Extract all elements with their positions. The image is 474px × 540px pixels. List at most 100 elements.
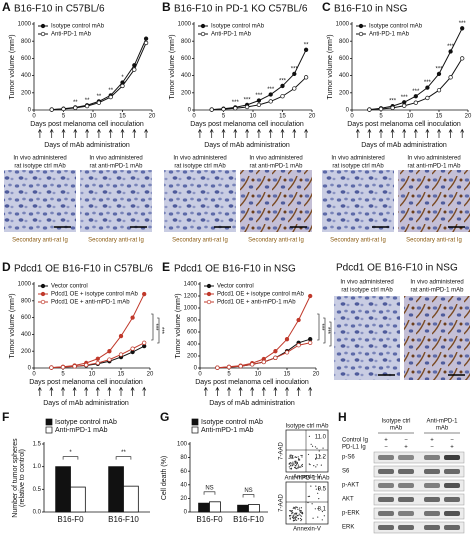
data-point — [303, 47, 309, 52]
panel-letter: D — [2, 260, 11, 274]
blot-band — [444, 497, 460, 502]
blot-band — [398, 497, 414, 502]
dosing-arrow — [132, 128, 137, 138]
significance: *** — [232, 100, 240, 106]
data-point — [448, 75, 453, 80]
y-tick-label: 100 — [177, 442, 188, 448]
significance: * — [69, 450, 72, 456]
flow-dot — [293, 506, 295, 508]
y-tick-label: 0 — [194, 366, 198, 372]
micrograph — [334, 296, 400, 380]
bar — [237, 504, 249, 513]
blot-band — [424, 525, 440, 530]
significance: NS — [244, 488, 252, 494]
flow-dot — [291, 464, 293, 466]
dosing-arrow — [448, 128, 453, 138]
y-tick-label: 80 — [180, 455, 187, 461]
flow-dot — [289, 463, 291, 465]
legend-label: Isotype control mAb — [201, 419, 263, 426]
image-label: rat isotype ctrl mAb — [341, 288, 393, 294]
data-point — [303, 75, 309, 80]
significance: *** — [447, 44, 455, 50]
y-tick-label: 600 — [187, 330, 198, 336]
dosing-arrow — [367, 128, 372, 138]
blot-band — [444, 483, 460, 488]
flow-dot — [315, 457, 318, 459]
y-axis-label: Cell death (%) — [161, 456, 168, 500]
significance: ** — [304, 42, 309, 48]
y-axis-label: Tumor volume (mm³) — [9, 34, 16, 99]
y-tick-label: 200 — [181, 90, 192, 96]
significance: *** — [255, 93, 263, 99]
y-tick-label: 400 — [21, 73, 32, 79]
legend-label: Isotype control mAb — [211, 24, 265, 30]
dosing-arrow — [197, 128, 202, 138]
data-point — [61, 106, 66, 112]
flow-dot — [315, 466, 317, 468]
image-caption: Secondary anti-rat Ig — [406, 238, 462, 244]
x-tick-label: B16-F0 — [57, 515, 84, 524]
y-tick-label: 200 — [21, 349, 32, 355]
y-tick-label: 200 — [21, 90, 32, 96]
dosing-arrow — [107, 386, 112, 396]
data-point — [108, 94, 113, 100]
blot-band — [398, 455, 414, 460]
flow-title: Anti-mPD-1 mAb — [284, 476, 330, 482]
y-tick-label: 1000 — [18, 22, 32, 28]
data-point — [84, 103, 90, 109]
blot-strip — [373, 451, 465, 464]
legend-swatch — [191, 426, 199, 434]
legend-swatch — [45, 426, 53, 434]
flow-dot — [317, 507, 319, 510]
treatment-sign: + — [404, 445, 408, 451]
dosing-arrow — [256, 128, 261, 138]
dosing-label: Days of mAb administration — [361, 142, 447, 149]
y-tick-label: 600 — [21, 56, 32, 62]
y-axis-label: (relative to control) — [19, 449, 26, 507]
y-tick-label: 1.5 — [33, 442, 42, 448]
x-tick-label: 0 — [192, 114, 196, 120]
data-point — [250, 362, 255, 367]
data-point — [107, 349, 112, 354]
flow-dot — [292, 463, 295, 465]
dosing-arrow — [304, 128, 309, 138]
data-point — [256, 102, 262, 107]
flow-dot — [291, 462, 293, 465]
blot-strip — [373, 493, 465, 506]
dosing-arrow — [142, 386, 147, 396]
data-point — [436, 88, 442, 93]
bracket-label: *** — [324, 327, 330, 335]
panel-letter: E — [162, 260, 170, 274]
dosing-label: Days of mAb administration — [44, 142, 130, 149]
x-tick-label: 10 — [250, 114, 257, 120]
flow-dot — [301, 463, 303, 466]
flow-dot — [299, 466, 301, 468]
image-caption: Secondary anti-rat Ig — [330, 238, 386, 244]
x-axis-label: Days post melanoma cell inoculation — [195, 379, 309, 386]
image-title: Pdcd1 OE B16-F10 in NSG — [336, 263, 458, 274]
data-point — [284, 337, 290, 342]
y-tick-label: 400 — [21, 332, 32, 338]
chart-title: Pdcd1 OE B16-F10 in C57BL/6 — [14, 264, 153, 275]
legend-label: Anti-PD-1 mAb — [369, 32, 410, 38]
y-tick-label: 600 — [181, 56, 192, 62]
image-caption: Secondary anti-rat Ig — [172, 238, 228, 244]
data-point — [296, 343, 301, 348]
image-label: In vivo administered — [331, 156, 384, 162]
x-tick-label: B16-F0 — [196, 515, 223, 524]
dosing-arrow — [227, 386, 231, 396]
legend-marker — [206, 299, 212, 305]
y-tick-label: 800 — [21, 39, 32, 45]
dosing-arrow — [84, 386, 89, 396]
blot-row-label: p-AKT — [342, 483, 359, 489]
significance: ** — [121, 450, 126, 456]
significance: *** — [424, 80, 432, 86]
data-point — [390, 105, 395, 110]
flow-dot — [319, 455, 321, 457]
dosing-arrow — [72, 386, 77, 396]
blot-band — [378, 455, 394, 460]
y-tick-label: 800 — [187, 318, 198, 324]
flow-dot — [300, 464, 303, 466]
micrograph — [80, 170, 152, 232]
significance: *** — [412, 89, 420, 95]
